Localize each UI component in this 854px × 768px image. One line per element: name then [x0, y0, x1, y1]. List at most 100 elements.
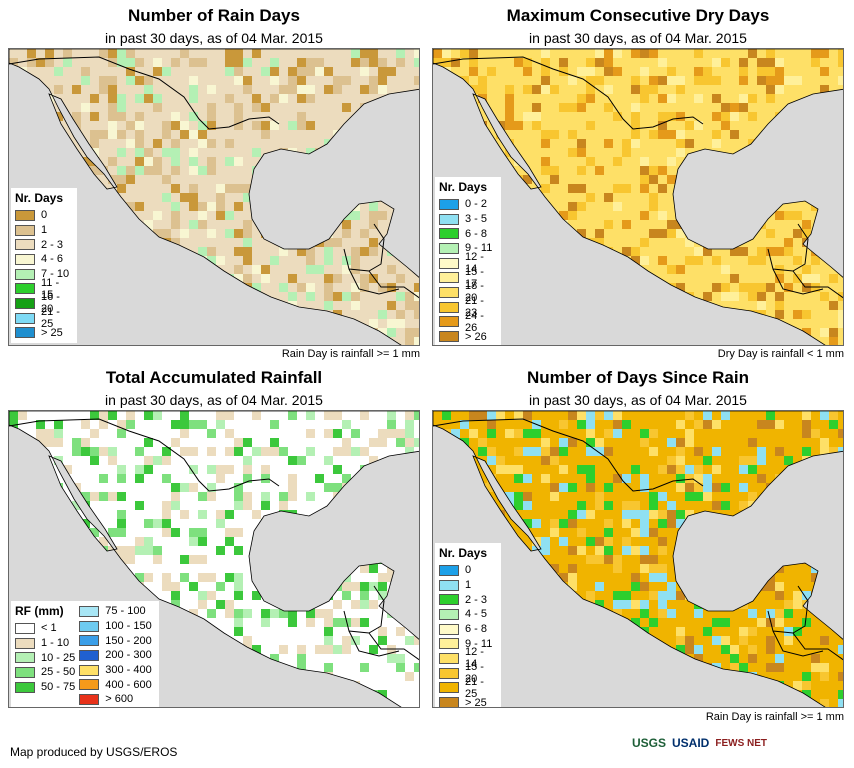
panel-subtitle: in past 30 days, as of 04 Mar. 2015: [529, 392, 747, 408]
legend-swatch: [439, 242, 459, 254]
legend-swatch: [439, 579, 459, 591]
legend-item: > 25: [15, 326, 73, 341]
legend-label: 21 - 25: [465, 675, 484, 700]
legend-item: 1 - 10: [15, 636, 75, 651]
legend-swatch: [439, 667, 459, 679]
legend-item: 12 - 14: [439, 646, 497, 670]
legend-label: < 1: [41, 622, 57, 635]
legend-swatch: [439, 272, 459, 284]
legend-swatch: [15, 268, 35, 280]
legend-label: 1: [41, 224, 48, 237]
legend-item: 0 - 2: [439, 197, 497, 212]
panel-title: Number of Days Since Rain: [526, 368, 749, 387]
country-border: [767, 585, 809, 634]
legend-item: 9 - 11: [439, 241, 497, 256]
legend-swatch: [439, 638, 459, 650]
legend-label: > 600: [105, 693, 134, 706]
legend-label: 75 - 100: [105, 605, 146, 618]
legend-item: 400 - 600: [79, 677, 152, 692]
legend-label: 21 - 25: [41, 306, 60, 331]
panel-subtitle: in past 30 days, as of 04 Mar. 2015: [105, 392, 323, 408]
legend-rows-2: 75 - 100 100 - 150 150 - 200 200 - 300 300 -…: [79, 604, 152, 707]
legend-swatch: [439, 198, 459, 210]
legend-label: 2 - 3: [41, 238, 64, 251]
legend-item: 11 - 15: [15, 277, 73, 301]
legend-title: Nr. Days: [439, 180, 488, 194]
panel-subtitle: in past 30 days, as of 04 Mar. 2015: [529, 30, 747, 46]
legend-swatch: [15, 209, 35, 221]
country-border: [368, 632, 419, 661]
country-border: [9, 418, 280, 492]
legend-label: 9 - 11: [465, 637, 493, 650]
legend-label: 18 - 20: [465, 280, 484, 305]
map-canvas: [433, 49, 843, 345]
legend-label: > 25: [465, 696, 487, 708]
panel-title: Maximum Consecutive Dry Days: [506, 6, 770, 25]
legend-label: 16 - 20: [41, 291, 60, 316]
legend-swatch: [439, 331, 459, 343]
coastline: [433, 411, 843, 707]
legend-swatch: [439, 608, 459, 620]
legend-item: 4 - 6: [15, 252, 73, 267]
legend-swatch: [439, 564, 459, 576]
fewsnet-logo: FEWS NET: [715, 737, 768, 749]
country-border: [792, 632, 843, 661]
legend-swatch: [15, 637, 35, 649]
legend-item: 2 - 3: [439, 592, 497, 607]
legend-swatch: [439, 286, 459, 298]
legend-swatch: [15, 666, 35, 678]
country-border: [772, 268, 824, 295]
country-border: [433, 418, 704, 492]
legend-item: 3 - 5: [439, 212, 497, 227]
legend-item: 25 - 50: [15, 665, 75, 680]
land-mass: [9, 411, 419, 707]
legend-label: 3 - 5: [465, 213, 488, 226]
legend-item: 300 - 400: [79, 663, 152, 678]
legend-label: 0: [41, 209, 48, 222]
legend-swatch: [79, 635, 100, 647]
legend-item: 10 - 25: [15, 650, 75, 665]
map-canvas: [9, 411, 419, 707]
legend-item: 200 - 300: [79, 648, 152, 663]
legend-swatch: [15, 239, 35, 251]
legend-item: 6 - 8: [439, 622, 497, 637]
panel-subtitle: in past 30 days, as of 04 Mar. 2015: [105, 30, 323, 46]
legend-label: 21 - 23: [465, 295, 484, 320]
legend-label: 12 - 14: [465, 646, 484, 671]
legend-label: 15 - 17: [465, 265, 484, 290]
legend-item: 1: [439, 578, 497, 593]
legend-label: > 25: [41, 326, 63, 339]
legend-item: > 600: [79, 692, 151, 707]
legend-swatch: [15, 312, 35, 324]
legend-swatch: [439, 228, 459, 240]
legend-item: < 1: [15, 621, 75, 636]
legend-label: 1: [465, 579, 472, 592]
legend-swatch: [79, 664, 100, 676]
legend-swatch: [79, 620, 100, 632]
country-border: [433, 56, 704, 130]
legend-label: > 26: [465, 330, 487, 343]
legend-item: 21 - 25: [15, 306, 73, 330]
credit-text: Map produced by USGS/EROS: [10, 745, 178, 759]
legend-label: 25 - 50: [41, 666, 76, 679]
map-footnote: Dry Day is rainfall < 1 mm: [717, 348, 844, 360]
legend-title: Nr. Days: [439, 546, 488, 560]
map-total-rainfall[interactable]: RF (mm) < 1 1 - 10 10 - 25 25 - 50 50 - 75 7…: [8, 410, 420, 708]
legend-item: 150 - 200: [79, 633, 152, 648]
legend-item: 75 - 100: [79, 604, 151, 619]
usaid-logo: USAID: [672, 736, 710, 750]
legend-swatch: [15, 681, 35, 693]
legend-swatch: [79, 679, 100, 691]
legend-label: 10 - 25: [41, 651, 76, 664]
country-border: [348, 268, 400, 295]
legend-label: 1 - 10: [41, 637, 70, 650]
legend-title: RF (mm): [15, 604, 64, 618]
legend-swatch: [15, 297, 35, 309]
legend-item: 100 - 150: [79, 619, 152, 634]
